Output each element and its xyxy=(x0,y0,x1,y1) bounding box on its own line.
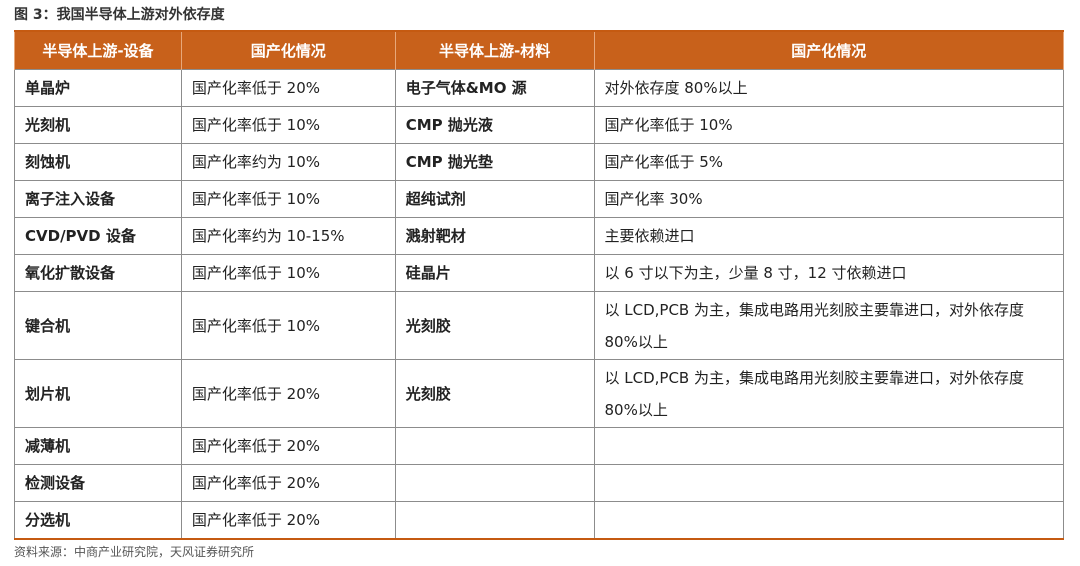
header-cell: 半导体上游-材料 xyxy=(394,31,595,70)
table-row: 键合机 国产化率低于 10% 光刻胶以 LCD,PCB 为主，集成电路用光刻胶主要靠… xyxy=(14,291,1064,360)
table-cell: 国产化率低于 20% xyxy=(180,501,396,540)
table-row: 划片机 国产化率低于 20% 光刻胶以 LCD,PCB 为主，集成电路用光刻胶主要靠… xyxy=(14,359,1064,428)
header-cell: 半导体上游-设备 xyxy=(14,31,182,70)
table-cell: 检测设备 xyxy=(14,464,182,502)
table-cell: 国产化率约为 10% xyxy=(180,143,396,181)
table-cell: 电子气体&MO 源 xyxy=(394,69,595,107)
table-row: 检测设备 国产化率低于 20% xyxy=(14,464,1064,502)
table-cell: CVD/PVD 设备 xyxy=(14,217,182,255)
table-row: 离子注入设备 国产化率低于 10% 超纯试剂 国产化率 30% xyxy=(14,180,1064,218)
table-cell: 单晶炉 xyxy=(14,69,182,107)
table-row: 氧化扩散设备 国产化率低于 10% 硅晶片以 6 寸以下为主，少量 8 寸，12 寸… xyxy=(14,254,1064,292)
table-cell: 国产化率低于 20% xyxy=(180,464,396,502)
table-cell: 国产化率低于 5% xyxy=(593,143,1064,181)
table-cell: 国产化率低于 10% xyxy=(180,254,396,292)
table-cell: 国产化率低于 20% xyxy=(180,359,396,428)
table-cell: 国产化率约为 10-15% xyxy=(180,217,396,255)
table-cell: 光刻胶 xyxy=(394,359,595,428)
table-cell: 减薄机 xyxy=(14,427,182,465)
source-note: 资料来源：中商产业研究院，天风证券研究所 xyxy=(14,545,255,559)
table-cell: 国产化率低于 10% xyxy=(593,106,1064,144)
table-cell: 溅射靶材 xyxy=(394,217,595,255)
table-cell: 分选机 xyxy=(14,501,182,540)
table-cell: 氧化扩散设备 xyxy=(14,254,182,292)
figure-title: 图 3：我国半导体上游对外依存度 xyxy=(14,7,225,23)
table-cell: 国产化率低于 10% xyxy=(180,180,396,218)
empty-cell xyxy=(394,464,595,502)
table-cell: 以 LCD,PCB 为主，集成电路用光刻胶主要靠进口，对外依存度 80%以上 xyxy=(593,359,1064,428)
table-row: CVD/PVD 设备 国产化率约为 10-15% 溅射靶材 主要依赖进口 xyxy=(14,217,1064,255)
table-cell: 主要依赖进口 xyxy=(593,217,1064,255)
table-cell: 超纯试剂 xyxy=(394,180,595,218)
header-cell: 国产化情况 xyxy=(593,31,1064,70)
empty-cell xyxy=(394,501,595,540)
table-cell: CMP 抛光液 xyxy=(394,106,595,144)
table-cell: 国产化率低于 20% xyxy=(180,69,396,107)
table-row: 光刻机 国产化率低于 10% CMP 抛光液 国产化率低于 10% xyxy=(14,106,1064,144)
table-cell: 光刻胶 xyxy=(394,291,595,360)
table: 半导体上游-设备 国产化情况 半导体上游-材料 国产化情况 单晶炉 国产化率低于 20%… xyxy=(14,30,1064,540)
table-cell: 以 LCD,PCB 为主，集成电路用光刻胶主要靠进口，对外依存度 80%以上 xyxy=(593,291,1064,360)
table-cell: 硅晶片 xyxy=(394,254,595,292)
table-row: 分选机 国产化率低于 20% xyxy=(14,501,1064,540)
table-cell: 键合机 xyxy=(14,291,182,360)
empty-cell xyxy=(593,464,1064,502)
table-cell: 光刻机 xyxy=(14,106,182,144)
header-row: 半导体上游-设备 国产化情况 半导体上游-材料 国产化情况 xyxy=(14,31,1064,70)
table-cell: 国产化率 30% xyxy=(593,180,1064,218)
table-row: 单晶炉 国产化率低于 20% 电子气体&MO 源对外依存度 80%以上 xyxy=(14,69,1064,107)
table-cell: 刻蚀机 xyxy=(14,143,182,181)
table-row: 刻蚀机 国产化率约为 10% CMP 抛光垫 国产化率低于 5% xyxy=(14,143,1064,181)
table-cell: CMP 抛光垫 xyxy=(394,143,595,181)
empty-cell xyxy=(394,427,595,465)
table-row: 减薄机 国产化率低于 20% xyxy=(14,427,1064,465)
table-cell: 国产化率低于 10% xyxy=(180,106,396,144)
table-cell: 划片机 xyxy=(14,359,182,428)
empty-cell xyxy=(593,501,1064,540)
header-cell: 国产化情况 xyxy=(180,31,396,70)
table-cell: 国产化率低于 20% xyxy=(180,427,396,465)
empty-cell xyxy=(593,427,1064,465)
table-cell: 离子注入设备 xyxy=(14,180,182,218)
table-cell: 对外依存度 80%以上 xyxy=(593,69,1064,107)
table-cell: 以 6 寸以下为主，少量 8 寸，12 寸依赖进口 xyxy=(593,254,1064,292)
table-cell: 国产化率低于 10% xyxy=(180,291,396,360)
